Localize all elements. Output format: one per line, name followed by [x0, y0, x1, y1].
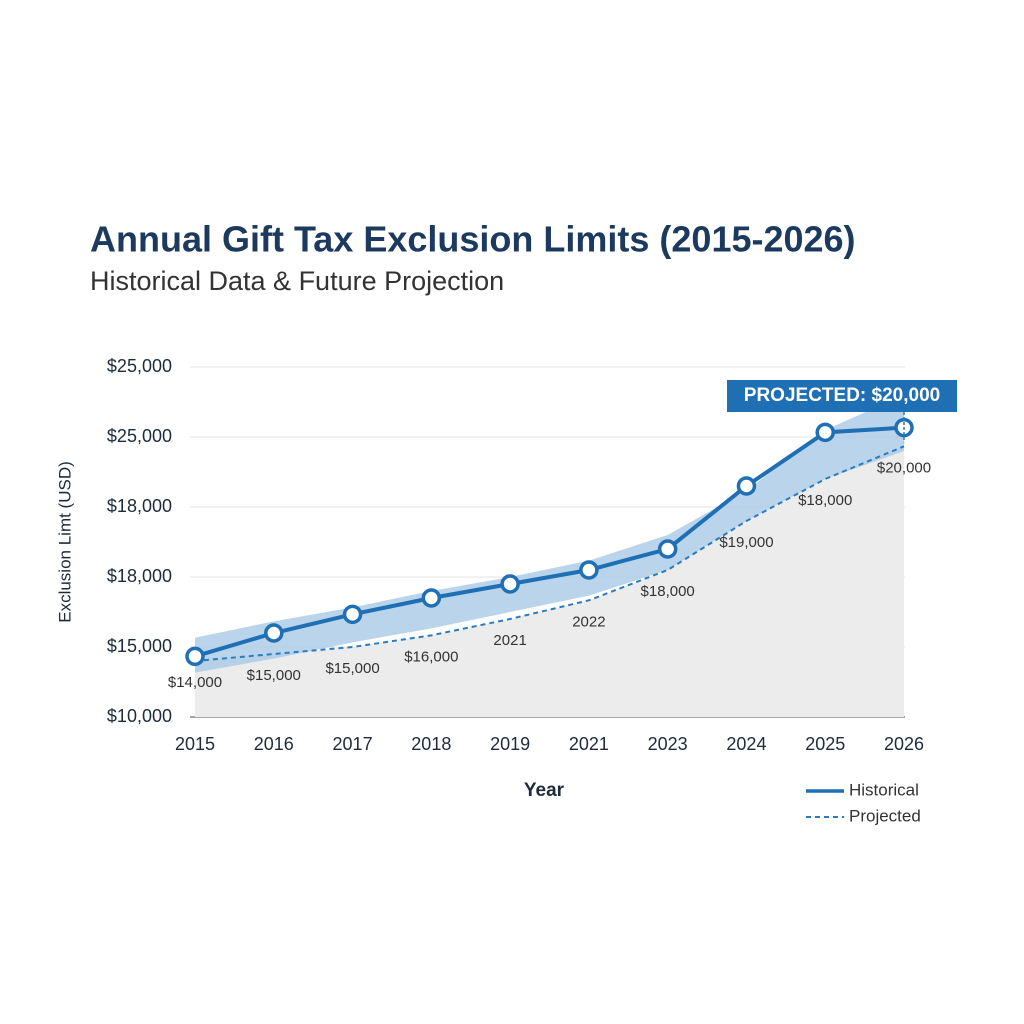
point-annotation: 2021: [493, 632, 526, 649]
data-point: [736, 476, 757, 496]
x-tick-label: 2017: [333, 734, 373, 754]
callout-box: [727, 380, 957, 412]
x-tick-label: 2026: [884, 734, 924, 754]
x-axis-label: Year: [524, 780, 565, 801]
data-point: [657, 539, 678, 559]
data-point: [421, 588, 442, 608]
chart-title: Annual Gift Tax Exclusion Limits (2015-2…: [90, 219, 856, 260]
data-point: [500, 574, 520, 594]
y-tick-label: $25,000: [107, 426, 172, 446]
callout-text: PROJECTED: $20,000: [744, 385, 940, 406]
point-annotation: $18,000: [798, 492, 852, 509]
data-point: [185, 646, 205, 667]
point-annotation: $16,000: [404, 648, 458, 665]
x-tick-label: 2021: [569, 734, 609, 754]
data-point: [264, 623, 284, 643]
legend-label: Historical: [849, 780, 919, 799]
data-point: [815, 422, 835, 443]
legend-label: Projected: [849, 806, 921, 825]
point-annotation: $14,000: [168, 674, 222, 691]
projected-area: [195, 446, 904, 717]
point-annotation: $15,000: [325, 660, 379, 677]
x-tick-label: 2015: [175, 734, 215, 754]
y-tick-label: $10,000: [107, 706, 172, 726]
y-tick-label: $18,000: [107, 496, 172, 516]
y-axis-label: Exclusion Limt (USD): [55, 461, 74, 623]
confidence-band: [195, 395, 904, 673]
projected-line: [194, 445, 905, 662]
x-tick-label: 2023: [648, 734, 688, 754]
point-annotation: $19,000: [719, 534, 773, 551]
point-annotation: $18,000: [641, 583, 695, 600]
chart-subtitle: Historical Data & Future Projection: [90, 266, 504, 296]
y-tick-label: $25,000: [107, 356, 172, 376]
point-annotation: $20,000: [877, 459, 931, 476]
x-tick-label: 2024: [726, 734, 766, 754]
data-point: [579, 560, 599, 580]
y-tick-label: $18,000: [107, 566, 172, 586]
x-tick-label: 2016: [254, 734, 294, 754]
x-tick-label: 2019: [490, 734, 530, 754]
data-point: [342, 604, 363, 625]
point-annotation: 2022: [572, 613, 605, 630]
point-annotation: $15,000: [247, 667, 301, 684]
x-tick-label: 2025: [805, 734, 845, 754]
historical-line: [194, 425, 905, 659]
y-tick-label: $15,000: [107, 636, 172, 656]
x-tick-label: 2018: [411, 734, 451, 754]
